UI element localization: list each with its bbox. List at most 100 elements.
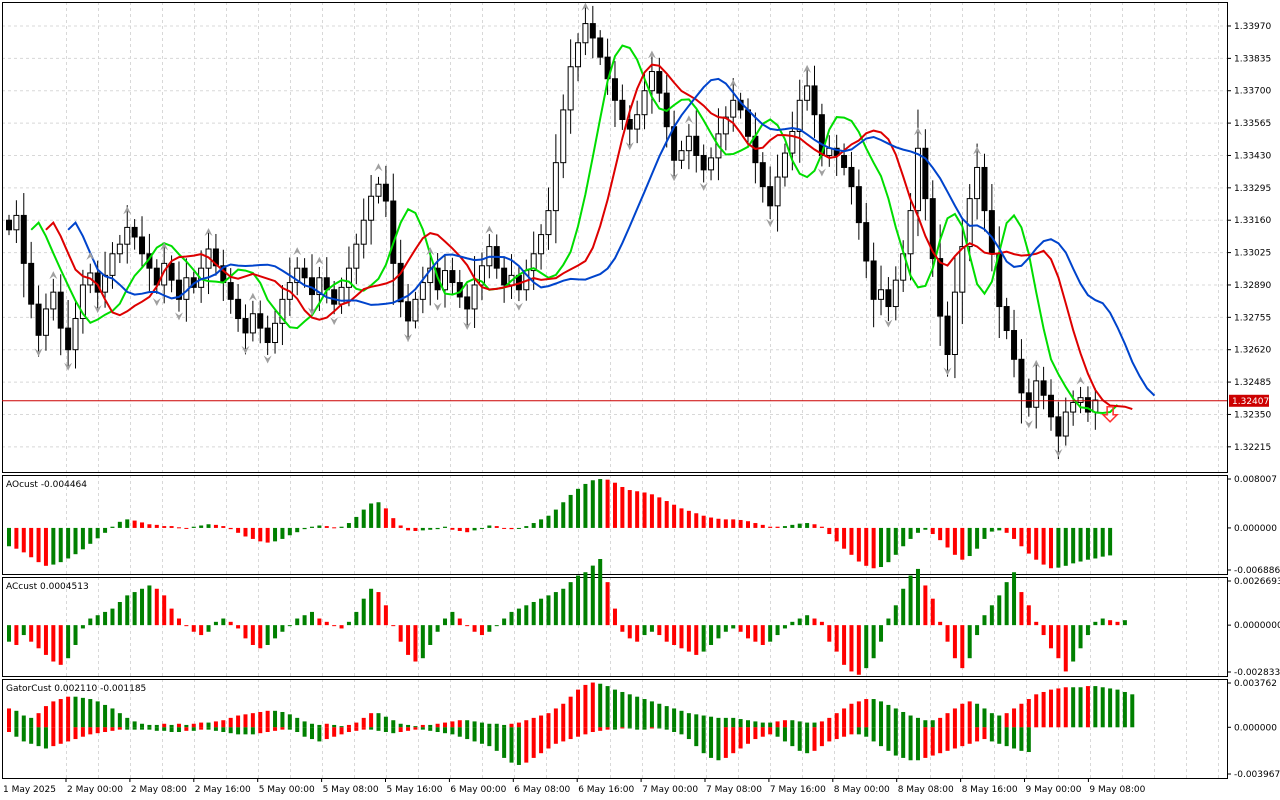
candle — [501, 256, 508, 303]
ac-bar — [398, 625, 403, 642]
fractal-down-arrow-icon — [404, 333, 413, 342]
ac-bar — [346, 621, 351, 626]
ao-bar — [975, 527, 980, 549]
gator-lower-bar — [58, 727, 63, 744]
ao-bar — [324, 526, 329, 528]
gator-bar — [775, 721, 780, 728]
ao-bar — [583, 483, 588, 528]
candle — [146, 233, 153, 291]
fractal-up-arrow-icon — [729, 79, 738, 88]
ao-bar — [250, 527, 255, 539]
gator-lower-bar — [657, 727, 662, 729]
ac-bar — [923, 585, 928, 626]
gator-lower-bar — [768, 727, 773, 735]
candle — [693, 110, 700, 173]
candle-body — [656, 71, 663, 94]
gator-bar — [29, 717, 34, 728]
gator-bar — [723, 717, 728, 728]
gator-lower-bar — [383, 727, 388, 733]
ao-bar — [531, 523, 536, 528]
candle-body — [560, 109, 567, 164]
gator-bar — [605, 686, 610, 728]
ac-bar — [265, 625, 270, 645]
candle — [257, 300, 264, 344]
gator-bar — [627, 694, 632, 728]
candle-body — [116, 243, 123, 255]
ao-bar — [864, 527, 869, 566]
candle — [1047, 379, 1054, 431]
fractal-up-arrow-icon — [248, 292, 257, 301]
ac-bar — [228, 621, 233, 626]
candle — [139, 216, 146, 268]
ao-bar — [1041, 527, 1046, 565]
ao-bar — [524, 526, 529, 528]
ac-bar — [509, 611, 514, 626]
candle — [759, 152, 766, 203]
gator-bar — [886, 704, 891, 728]
ao-bar — [716, 518, 721, 528]
candle — [279, 285, 286, 346]
candle-body — [501, 267, 508, 286]
gator-lower-bar — [746, 727, 750, 744]
fractal-down-arrow-icon — [152, 297, 161, 306]
ao-bar — [960, 527, 965, 560]
gator-lower-bar — [649, 727, 654, 729]
candle-body — [20, 214, 27, 264]
ao-bar — [191, 526, 196, 528]
candle-body — [870, 260, 877, 300]
ac-bar — [80, 625, 85, 629]
candle — [582, 4, 589, 56]
ac-bar — [132, 592, 137, 626]
gator-lower-bar — [465, 727, 470, 740]
ao-bar — [649, 494, 654, 528]
ao-bar — [36, 527, 41, 563]
ao-bar — [553, 509, 558, 528]
candle-body — [272, 322, 279, 344]
ac-bar — [457, 618, 462, 626]
candle-body — [804, 85, 811, 101]
gator-bar — [672, 708, 677, 728]
ac-bar — [590, 565, 595, 626]
candle-body — [257, 313, 264, 329]
gator-lower-bar — [36, 727, 41, 747]
candle — [427, 253, 434, 306]
ac-bar — [184, 625, 189, 627]
candle — [981, 153, 988, 232]
candle-body — [1018, 358, 1025, 394]
ac-bar — [66, 625, 71, 659]
ao-bar — [546, 515, 551, 528]
candle-body — [885, 289, 892, 308]
time-tick-label: 5 May 08:00 — [323, 785, 379, 795]
ao-bar — [731, 519, 736, 528]
gator-bar — [746, 720, 750, 728]
price-tick-label: 1.33565 — [1234, 119, 1271, 129]
candle — [308, 254, 315, 316]
gator-bar — [287, 714, 292, 728]
ac-bar — [472, 625, 477, 632]
gator-bar — [7, 708, 11, 728]
ac-bar — [413, 625, 418, 662]
gator-lower-bar — [849, 727, 854, 735]
gator-bar — [694, 714, 699, 728]
gator-axis: 0.003762 0.000000 -0.003967 — [1227, 679, 1280, 780]
ac-bar — [775, 625, 780, 636]
gator-lower-bar — [753, 727, 758, 740]
ac-bar — [886, 618, 891, 626]
gator-bar — [494, 723, 499, 728]
gator-bar — [206, 722, 211, 728]
fractal-down-arrow-icon — [463, 321, 472, 330]
ao-bar — [842, 527, 847, 549]
gator-lower-bar — [317, 727, 322, 742]
ao-bar — [154, 524, 159, 528]
gator-lower-bar — [176, 727, 181, 733]
gator-bar — [531, 717, 536, 728]
candle — [974, 143, 981, 220]
gator-bar — [908, 715, 913, 728]
fractal-up-arrow-icon — [1032, 359, 1041, 368]
ac-bar — [428, 625, 433, 645]
candle — [641, 74, 648, 130]
candle — [449, 257, 456, 296]
candle-body — [774, 176, 781, 207]
gator-lower-bar — [686, 727, 691, 740]
time-tick-label: 9 May 08:00 — [1089, 785, 1145, 795]
